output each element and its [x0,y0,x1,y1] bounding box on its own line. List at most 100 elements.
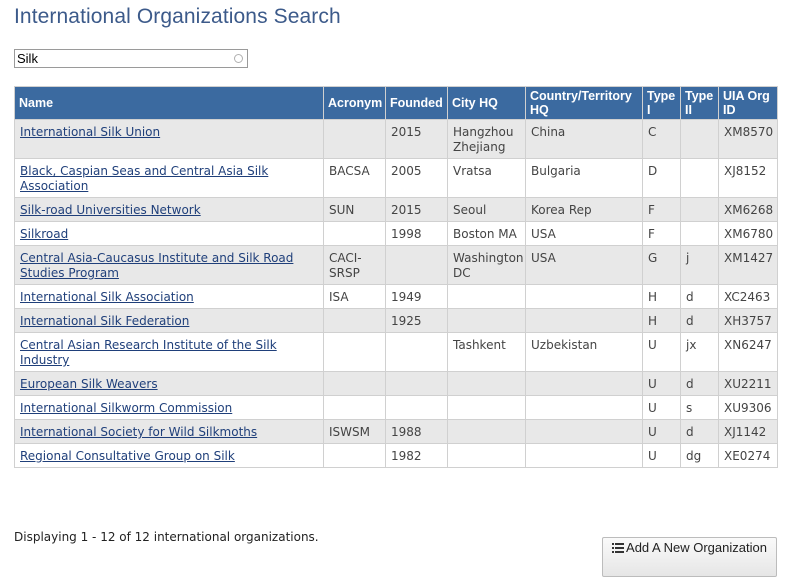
cell-uia-org-id: XJ8152 [718,158,778,198]
cell-type-2 [680,119,719,159]
cell-founded [385,332,448,372]
column-header-country-hq[interactable]: Country/Territory HQ [525,86,643,120]
organization-link[interactable]: International Silk Union [20,125,161,139]
table-row: Central Asia-Caucasus Institute and Silk… [14,245,778,285]
organization-link[interactable]: Silkroad [20,227,69,241]
cell-uia-org-id: XU9306 [718,395,778,420]
cell-name: International Silk Association [14,284,324,309]
organization-link[interactable]: Black, Caspian Seas and Central Asia Sil… [20,164,269,193]
cell-city-hq [447,395,526,420]
cell-name: International Silk Federation [14,308,324,333]
cell-founded [385,245,448,285]
cell-type-2: d [680,371,719,396]
cell-type-2 [680,158,719,198]
column-header-acronym[interactable]: Acronym [323,86,386,120]
cell-country-hq [525,443,643,468]
cell-country-hq: USA [525,245,643,285]
cell-acronym [323,371,386,396]
search-input[interactable] [15,50,232,67]
cell-founded: 1925 [385,308,448,333]
cell-uia-org-id: XE0274 [718,443,778,468]
cell-type-1: U [642,395,681,420]
organization-link[interactable]: International Silk Federation [20,314,190,328]
cell-type-2: dg [680,443,719,468]
cell-city-hq: Tashkent [447,332,526,372]
cell-founded [385,371,448,396]
cell-country-hq: China [525,119,643,159]
column-header-type-1[interactable]: Type I [642,86,681,120]
organization-link[interactable]: Silk-road Universities Network [20,203,201,217]
organization-link[interactable]: International Silkworm Commission [20,401,233,415]
results-body: International Silk Union 2015 Hangzhou Zhe… [14,119,778,468]
page-title: International Organizations Search [14,5,341,28]
cell-name: International Silkworm Commission [14,395,324,420]
table-row: Silk-road Universities Network SUN 2015 Seo… [14,197,778,222]
cell-type-2 [680,197,719,222]
cell-name: European Silk Weavers [14,371,324,396]
cell-acronym [323,443,386,468]
column-header-city-hq[interactable]: City HQ [447,86,526,120]
cell-type-1: H [642,308,681,333]
column-header-founded[interactable]: Founded [385,86,448,120]
organization-link[interactable]: Central Asian Research Institute of the … [20,338,277,367]
table-header-row: Name Acronym Founded City HQ Country/Ter… [14,86,778,120]
cell-country-hq: USA [525,221,643,246]
clear-search-icon[interactable] [234,54,243,63]
cell-founded: 2015 [385,119,448,159]
cell-uia-org-id: XM1427 [718,245,778,285]
organization-link[interactable]: International Silk Association [20,290,194,304]
cell-country-hq [525,395,643,420]
cell-founded: 1949 [385,284,448,309]
cell-acronym [323,395,386,420]
cell-name: Regional Consultative Group on Silk [14,443,324,468]
organization-link[interactable]: European Silk Weavers [20,377,158,391]
cell-type-1: D [642,158,681,198]
cell-country-hq [525,419,643,444]
add-organization-label: Add A New Organization [626,540,767,555]
cell-acronym: ISA [323,284,386,309]
cell-country-hq [525,371,643,396]
cell-name: Silk-road Universities Network [14,197,324,222]
cell-name: International Society for Wild Silkmoths [14,419,324,444]
cell-country-hq: Korea Rep [525,197,643,222]
cell-type-2: j [680,245,719,285]
column-header-uia-org-id[interactable]: UIA Org ID [718,86,778,120]
cell-name: Black, Caspian Seas and Central Asia Sil… [14,158,324,198]
cell-country-hq [525,284,643,309]
organization-link[interactable]: Central Asia-Caucasus Institute and Silk… [20,251,294,280]
list-icon [612,543,625,553]
cell-acronym: ISWSM [323,419,386,444]
cell-type-1: C [642,119,681,159]
cell-founded: 1998 [385,221,448,246]
table-row: Silkroad 1998 Boston MA USA F XM6780 [14,221,778,246]
cell-city-hq: Seoul [447,197,526,222]
cell-founded [385,395,448,420]
cell-founded: 2015 [385,197,448,222]
cell-acronym [323,221,386,246]
results-count: Displaying 1 - 12 of 12 international or… [14,530,319,544]
organization-link[interactable]: Regional Consultative Group on Silk [20,449,235,463]
column-header-name[interactable]: Name [14,86,324,120]
organization-link[interactable]: International Society for Wild Silkmoths [20,425,258,439]
cell-uia-org-id: XC2463 [718,284,778,309]
table-row: Regional Consultative Group on Silk 1982 U… [14,443,778,468]
cell-type-1: F [642,197,681,222]
cell-acronym [323,119,386,159]
add-organization-button[interactable]: Add A New Organization [602,537,777,577]
cell-city-hq: Washington DC [447,245,526,285]
cell-acronym: SUN [323,197,386,222]
cell-uia-org-id: XM8570 [718,119,778,159]
cell-type-2: s [680,395,719,420]
table-row: Central Asian Research Institute of the … [14,332,778,372]
cell-founded: 2005 [385,158,448,198]
search-box[interactable] [14,49,248,68]
cell-country-hq [525,308,643,333]
cell-uia-org-id: XH3757 [718,308,778,333]
column-header-type-2[interactable]: Type II [680,86,719,120]
cell-type-2: d [680,419,719,444]
cell-city-hq [447,308,526,333]
table-row: International Silk Union 2015 Hangzhou Zhe… [14,119,778,159]
cell-uia-org-id: XU2211 [718,371,778,396]
